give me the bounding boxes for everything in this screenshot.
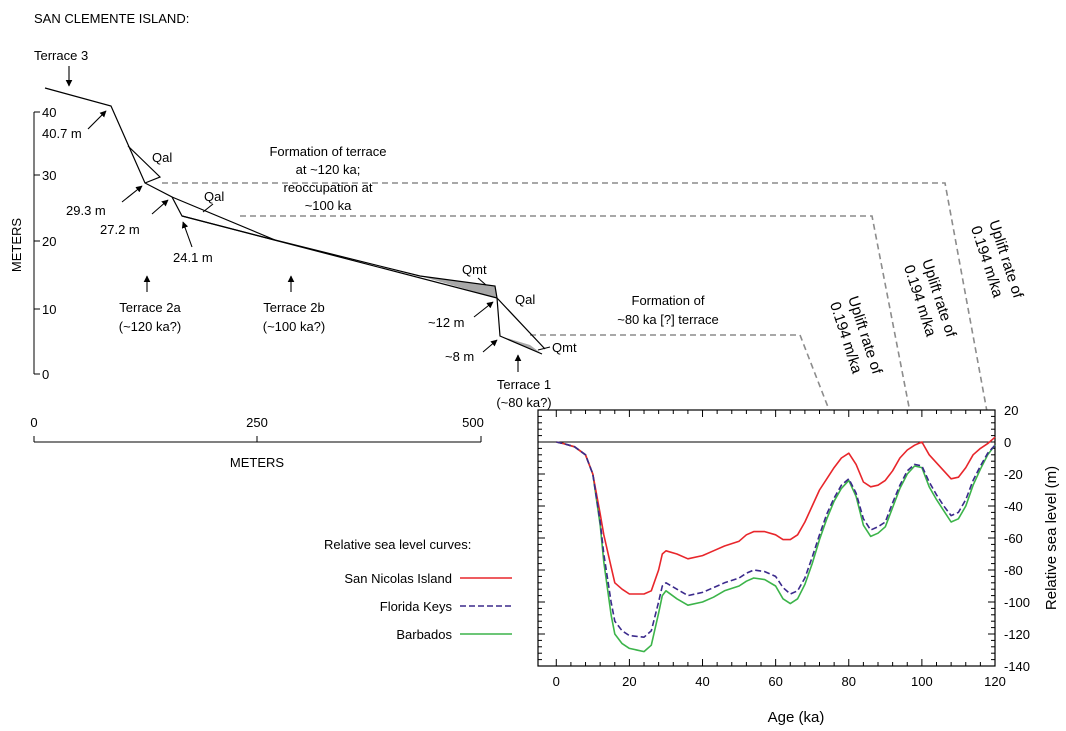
chart-y-tick-label: -40 — [1004, 499, 1023, 514]
series-line-san-nicolas-island — [556, 436, 996, 595]
chart-x-tick-label: 80 — [842, 674, 856, 689]
legend-entry-label: Florida Keys — [380, 599, 453, 614]
qal-wedge-middle — [171, 196, 276, 241]
qmt-label: Qmt — [462, 262, 487, 277]
terrace-2b-age: (~100 ka?) — [263, 319, 326, 334]
chart-y-tick-label: -120 — [1004, 627, 1030, 642]
chart-x-tick-label: 120 — [984, 674, 1006, 689]
terrace-1-label: Terrace 1 — [497, 377, 551, 392]
legend: Relative sea level curves: San Nicolas I… — [324, 537, 512, 642]
qmt-label: Qmt — [552, 340, 577, 355]
note-120ka: ~100 ka — [305, 198, 352, 213]
profile-x-tick: 0 — [30, 415, 37, 430]
profile-y-axis: 40 30 20 10 0 METERS — [9, 105, 56, 382]
elevation-label: ~8 m — [445, 349, 474, 364]
chart-y-tick-label: -20 — [1004, 467, 1023, 482]
qal-label: Qal — [152, 150, 172, 165]
elevation-label: 24.1 m — [173, 250, 213, 265]
qal-wedge-lower — [496, 297, 546, 350]
note-80ka: Formation of — [632, 293, 705, 308]
qal-label: Qal — [515, 292, 535, 307]
terrace-2b-label: Terrace 2b — [263, 300, 324, 315]
elevation-label: 27.2 m — [100, 222, 140, 237]
chart-x-ticks: 0 20 40 60 80 100 120 — [553, 410, 1006, 689]
legend-title: Relative sea level curves: — [324, 537, 471, 552]
chart-x-axis-title: Age (ka) — [768, 709, 825, 726]
legend-entry-label: San Nicolas Island — [344, 571, 452, 586]
note-80ka: ~80 ka [?] terrace — [617, 312, 719, 327]
terrace-2a-label: Terrace 2a — [119, 300, 181, 315]
terrace-2a-age: (~120 ka?) — [119, 319, 182, 334]
correlation-lines — [162, 182, 991, 457]
uplift-label-100ka: Uplift rate of 0.194 m/ka — [900, 257, 959, 340]
chart-x-tick-label: 0 — [553, 674, 560, 689]
qal-label: Qal — [204, 189, 224, 204]
correlation-line-100ka — [240, 215, 916, 439]
legend-entry-label: Barbados — [396, 627, 452, 642]
sea-level-chart: 20 0 -20 -40 -60 -80 -100 -120 -140 0 20 40 60 80 100… — [537, 403, 1060, 726]
chart-y-tick-label: 0 — [1004, 435, 1011, 450]
chart-x-tick-label: 60 — [768, 674, 782, 689]
chart-x-tick-label: 100 — [911, 674, 933, 689]
uplift-label-120ka: Uplift rate of 0.194 m/ka — [967, 218, 1026, 301]
profile-y-tick: 30 — [42, 168, 56, 183]
chart-y-tick-label: 20 — [1004, 403, 1018, 418]
chart-x-tick-label: 40 — [695, 674, 709, 689]
elevation-label: 40.7 m — [42, 126, 82, 141]
chart-series — [556, 436, 996, 653]
series-line-barbados — [556, 441, 996, 653]
profile-y-tick: 0 — [42, 367, 49, 382]
profile-x-tick: 250 — [246, 415, 268, 430]
terrace-3-label: Terrace 3 — [34, 48, 88, 63]
profile-x-axis: 0 250 500 METERS — [30, 415, 483, 470]
correlation-line-120ka — [162, 182, 991, 429]
chart-y-axis-title: Relative sea level (m) — [1043, 466, 1060, 610]
profile-labels: Terrace 3 40.7 m Qal Qal 29.3 m 27.2 m 2… — [34, 48, 719, 410]
profile-x-axis-title: METERS — [230, 455, 285, 470]
note-120ka: at ~120 ka; — [296, 162, 361, 177]
terrace-1-age: (~80 ka?) — [496, 395, 551, 410]
chart-y-tick-label: -80 — [1004, 563, 1023, 578]
qal-wedge-upper — [127, 145, 162, 184]
elevation-label: 29.3 m — [66, 203, 106, 218]
chart-x-tick-label: 20 — [622, 674, 636, 689]
profile-y-tick: 40 — [42, 105, 56, 120]
profile-x-tick: 500 — [462, 415, 484, 430]
note-120ka: reoccupation at — [284, 180, 373, 195]
profile-y-axis-title: METERS — [9, 218, 24, 273]
figure-title: SAN CLEMENTE ISLAND: — [34, 11, 189, 26]
series-line-florida-keys — [556, 441, 996, 638]
elevation-label: ~12 m — [428, 315, 465, 330]
chart-y-tick-label: -140 — [1004, 659, 1030, 674]
profile-y-tick: 20 — [42, 234, 56, 249]
chart-y-tick-label: -100 — [1004, 595, 1030, 610]
terrain-profile — [44, 87, 546, 355]
note-120ka: Formation of terrace — [269, 144, 386, 159]
correlation-line-80ka — [530, 334, 848, 457]
lower-surface-line — [181, 215, 498, 299]
uplift-label-80ka: Uplift rate of 0.194 m/ka — [826, 294, 885, 377]
profile-y-tick: 10 — [42, 302, 56, 317]
chart-y-tick-label: -60 — [1004, 531, 1023, 546]
